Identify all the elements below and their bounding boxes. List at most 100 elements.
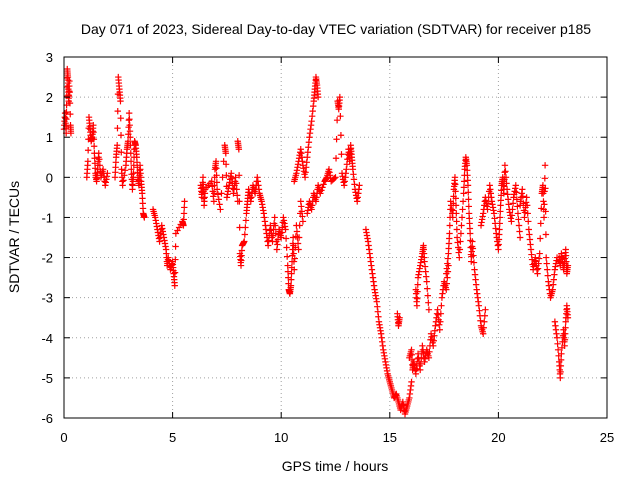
data-point (452, 181, 459, 188)
data-point (557, 356, 565, 364)
data-point (481, 312, 489, 319)
data-point (508, 218, 515, 225)
data-point (557, 374, 564, 382)
data-point (236, 198, 243, 205)
data-point (290, 258, 298, 265)
data-point (479, 330, 487, 337)
data-point (502, 168, 509, 175)
data-point (437, 318, 444, 325)
data-point (181, 204, 188, 211)
data-point (561, 342, 568, 349)
data-point (482, 306, 489, 313)
data-point (496, 214, 504, 221)
data-point (413, 302, 421, 309)
data-point (553, 334, 561, 341)
data-point (121, 172, 128, 179)
data-point (554, 346, 562, 354)
data-point (180, 216, 187, 223)
data-point (338, 151, 345, 158)
data-point (458, 222, 465, 229)
data-point (453, 210, 460, 217)
data-point (117, 132, 125, 139)
x-tick-label: 20 (491, 430, 505, 445)
data-point (497, 208, 504, 215)
data-point (561, 336, 569, 343)
data-point (317, 190, 324, 197)
data-point (470, 252, 477, 259)
data-point (67, 130, 75, 137)
data-point (516, 228, 523, 235)
y-tick-label: 1 (46, 130, 53, 145)
data-point (417, 366, 424, 374)
data-point (213, 179, 221, 186)
data-point (232, 180, 240, 187)
data-point (459, 206, 466, 213)
data-point (519, 186, 526, 193)
axis-ticks (63, 56, 608, 419)
data-point (337, 112, 344, 120)
grid-lines (64, 57, 607, 418)
data-point (465, 196, 472, 203)
data-point (241, 231, 249, 238)
y-tick-label: 2 (46, 90, 53, 105)
data-point (562, 246, 569, 253)
data-point (121, 167, 129, 174)
data-point (513, 196, 521, 203)
data-point (284, 268, 292, 275)
y-tick-label: 3 (46, 50, 53, 65)
data-point (222, 150, 230, 157)
data-point (451, 174, 459, 181)
data-point (120, 177, 127, 184)
data-point (453, 218, 460, 225)
data-point (127, 150, 134, 157)
data-point (562, 252, 570, 259)
data-point (443, 286, 450, 293)
data-point (443, 280, 451, 287)
data-point (180, 222, 187, 229)
data-point (292, 244, 299, 251)
data-point (452, 195, 459, 202)
data-point (96, 162, 104, 169)
data-point (117, 114, 124, 122)
data-point (508, 212, 516, 219)
data-point (540, 198, 547, 205)
data-point (333, 136, 340, 143)
data-point (141, 214, 148, 221)
data-point (331, 175, 338, 182)
data-point (541, 201, 548, 208)
data-point (465, 203, 473, 210)
data-point (537, 220, 544, 227)
data-point (513, 189, 520, 196)
data-point (223, 172, 230, 179)
data-point (118, 149, 125, 156)
data-point (127, 158, 135, 165)
data-point (210, 198, 218, 205)
y-tick-label: 0 (46, 170, 53, 185)
data-point (174, 227, 181, 234)
data-point (554, 340, 561, 347)
data-point (541, 162, 549, 169)
data-point (449, 207, 457, 214)
data-point (284, 262, 291, 269)
data-point (212, 158, 220, 165)
data-point (446, 222, 454, 229)
data-point (215, 196, 222, 203)
data-point (503, 180, 510, 187)
data-point (127, 134, 134, 141)
data-point (287, 282, 295, 289)
data-point (296, 222, 303, 229)
data-point (525, 218, 532, 225)
data-point (438, 302, 445, 309)
data-point (414, 295, 421, 302)
data-point (417, 360, 424, 368)
data-point (288, 276, 295, 283)
data-point (561, 330, 569, 337)
data-point (180, 210, 188, 217)
data-point (90, 143, 98, 150)
x-tick-labels: 0 5 10 15 20 25 (60, 430, 614, 445)
x-axis-title: GPS time / hours (282, 458, 389, 474)
data-point (541, 188, 548, 195)
data-point (217, 206, 224, 213)
data-point (562, 324, 569, 331)
